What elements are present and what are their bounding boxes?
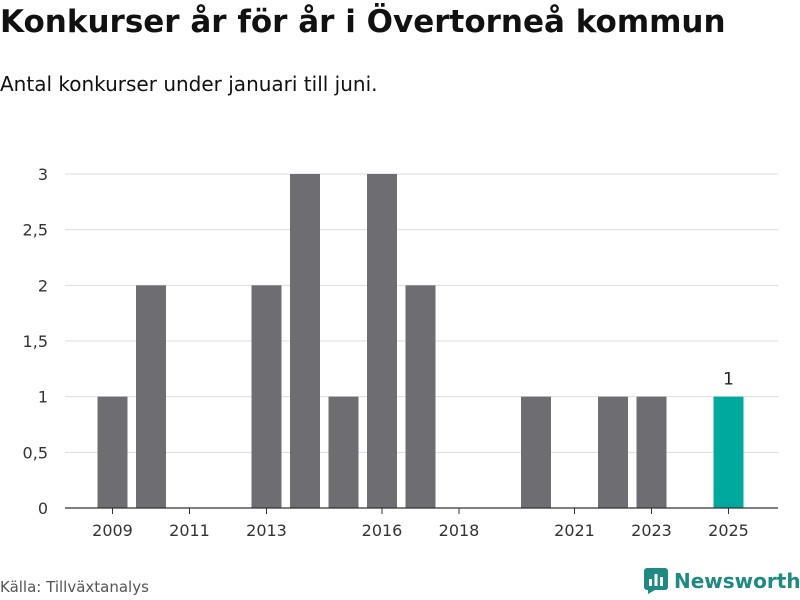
- bar-2016: [367, 174, 397, 508]
- brand-logo: Newsworthy: [644, 568, 800, 594]
- source-note: Källa: Tillväxtanalys: [0, 578, 149, 596]
- y-tick-label: 1: [38, 388, 48, 407]
- x-tick-label: 2018: [439, 521, 480, 540]
- bar-2014: [290, 174, 320, 508]
- bar-2009: [97, 396, 128, 508]
- bar-2020: [521, 396, 551, 508]
- brand-name: Newsworthy: [674, 569, 800, 593]
- y-tick-label: 1,5: [23, 332, 48, 351]
- x-tick-label: 2023: [631, 521, 672, 540]
- bar-2013: [251, 285, 282, 508]
- y-tick-label: 3: [38, 165, 48, 184]
- newsworthy-logo-icon: [644, 568, 668, 594]
- x-tick-label: 2011: [169, 521, 210, 540]
- chart-subtitle: Antal konkurser under januari till juni.: [0, 72, 378, 96]
- x-tick-label: 2013: [246, 521, 287, 540]
- y-tick-label: 2: [38, 276, 48, 295]
- x-tick-label: 2021: [554, 521, 595, 540]
- bar-2017: [405, 285, 436, 508]
- y-tick-label: 0,5: [23, 443, 48, 462]
- y-tick-label: 0: [38, 499, 48, 518]
- chart-title: Konkurser år för år i Övertorneå kommun: [0, 4, 726, 40]
- bar-2010: [136, 285, 166, 508]
- y-tick-label: 2,5: [23, 221, 48, 240]
- bar-2023: [636, 396, 667, 508]
- bar-2025: [713, 396, 744, 508]
- bar-2015: [328, 396, 359, 508]
- bar-2022: [598, 396, 628, 508]
- x-tick-label: 2009: [92, 521, 133, 540]
- x-tick-label: 2016: [362, 521, 403, 540]
- data-label-2025: 1: [723, 370, 734, 390]
- x-tick-label: 2025: [708, 521, 749, 540]
